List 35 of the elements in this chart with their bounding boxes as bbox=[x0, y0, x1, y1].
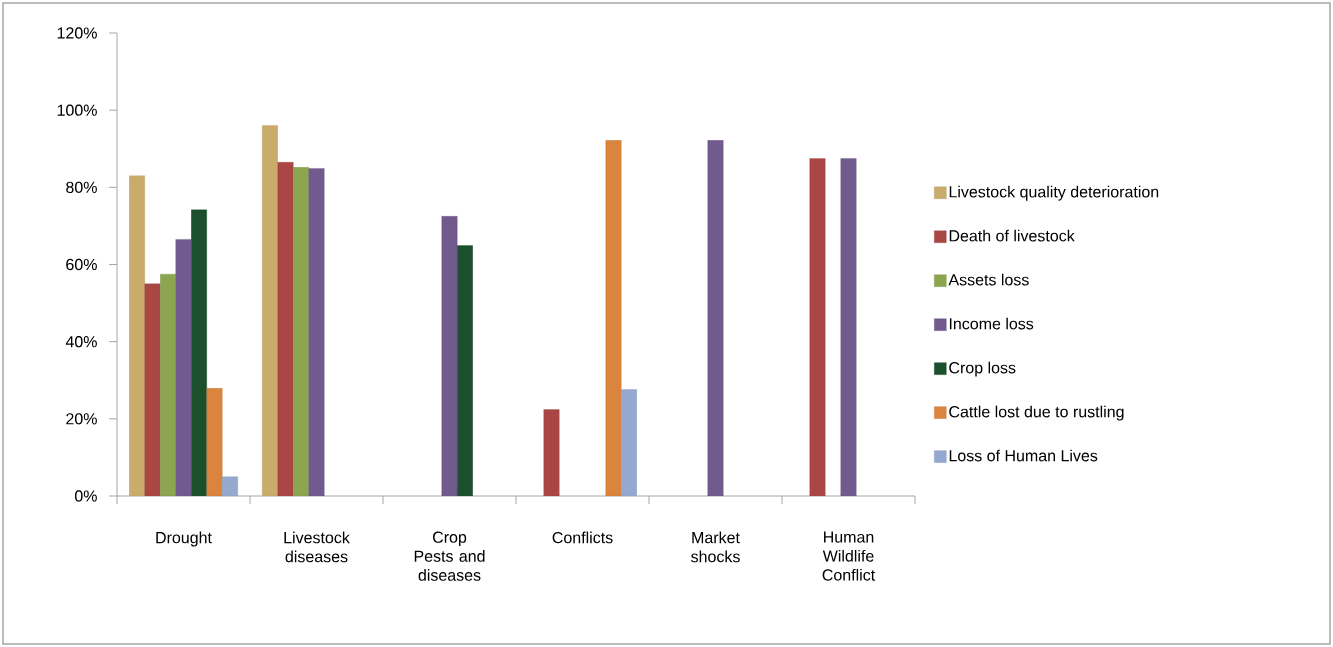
legend-label: Assets loss bbox=[948, 273, 1029, 286]
x-tick-label: Crop Pests and diseases bbox=[414, 531, 485, 581]
y-tick-label: 60% bbox=[66, 258, 97, 271]
y-tick-label: 20% bbox=[66, 413, 97, 425]
bar bbox=[543, 409, 560, 496]
y-tick-label: 100% bbox=[57, 104, 97, 116]
bar bbox=[809, 158, 826, 496]
bar bbox=[206, 388, 223, 496]
legend-label: Death of livestock bbox=[949, 229, 1075, 242]
x-tick-label: Livestock diseases bbox=[284, 531, 350, 563]
bar bbox=[262, 125, 278, 496]
bar bbox=[144, 283, 161, 496]
x-tick-label: Drought bbox=[156, 531, 212, 547]
legend-label: Livestock quality deterioration bbox=[949, 185, 1159, 201]
bar bbox=[160, 273, 176, 496]
legend-label: Income loss bbox=[949, 317, 1034, 330]
legend-label: Loss of Human Lives bbox=[949, 449, 1098, 462]
y-tick-label: 120% bbox=[57, 27, 97, 39]
bar bbox=[840, 158, 857, 496]
bar bbox=[605, 140, 622, 496]
y-tick-label: 80% bbox=[66, 181, 97, 193]
x-tick-label: Market shocks bbox=[691, 531, 740, 563]
bar bbox=[293, 167, 309, 496]
y-tick-label: 0% bbox=[74, 490, 97, 502]
bar bbox=[707, 140, 724, 496]
bar bbox=[129, 175, 145, 496]
x-tick-label: Human Wildlife Conflict bbox=[822, 531, 876, 581]
x-tick-label: Conflicts bbox=[552, 531, 613, 544]
legend-label: Cattle lost due to rustling bbox=[949, 405, 1124, 421]
legend-label: Crop loss bbox=[949, 361, 1016, 377]
y-tick-label: 40% bbox=[65, 336, 97, 348]
bar bbox=[308, 168, 325, 496]
bar bbox=[175, 239, 192, 496]
bar bbox=[277, 162, 294, 496]
bar bbox=[441, 216, 458, 496]
